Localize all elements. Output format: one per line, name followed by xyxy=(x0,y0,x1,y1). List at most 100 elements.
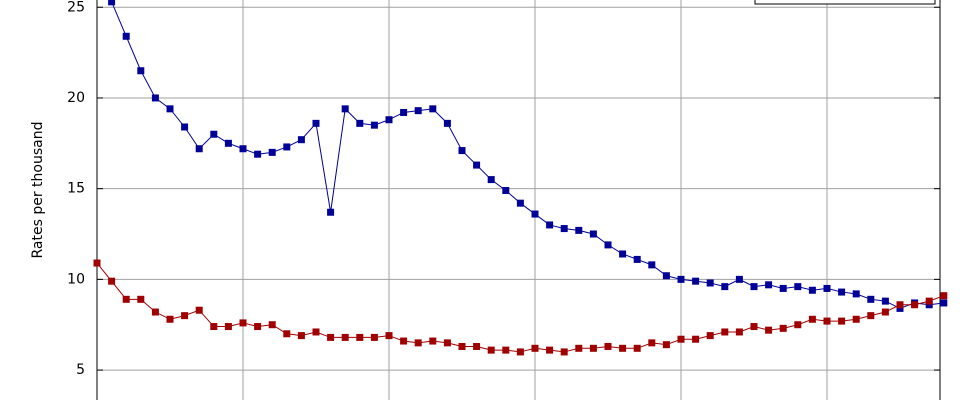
point xyxy=(195,145,203,153)
point xyxy=(297,332,305,340)
y-tick-label: 5 xyxy=(76,362,85,378)
series-line xyxy=(110,0,944,309)
point xyxy=(385,332,393,340)
point xyxy=(633,344,641,352)
point xyxy=(429,337,437,345)
point xyxy=(341,333,349,341)
point xyxy=(516,348,524,356)
point xyxy=(429,105,437,113)
point xyxy=(327,208,335,216)
point xyxy=(750,283,758,291)
point xyxy=(662,341,670,349)
point xyxy=(166,315,174,323)
point xyxy=(239,145,247,153)
point xyxy=(794,283,802,291)
point xyxy=(531,210,539,218)
point xyxy=(473,342,481,350)
point xyxy=(706,332,714,340)
point xyxy=(210,130,218,138)
point xyxy=(881,297,889,305)
point xyxy=(867,295,875,303)
point xyxy=(808,315,816,323)
point xyxy=(487,176,495,184)
point xyxy=(779,284,787,292)
point xyxy=(589,230,597,238)
point xyxy=(122,32,130,40)
point xyxy=(896,301,904,309)
point xyxy=(779,324,787,332)
point xyxy=(575,344,583,352)
point xyxy=(283,330,291,338)
point xyxy=(400,337,408,345)
plot-frame xyxy=(96,0,941,400)
point xyxy=(706,279,714,287)
point xyxy=(268,321,276,329)
point xyxy=(925,301,933,309)
grid xyxy=(96,0,940,400)
point xyxy=(867,312,875,320)
point xyxy=(312,328,320,336)
point xyxy=(546,221,554,229)
point xyxy=(735,328,743,336)
point xyxy=(224,139,232,147)
point xyxy=(516,199,524,207)
point xyxy=(181,123,189,131)
point xyxy=(765,326,773,334)
point xyxy=(458,147,466,155)
point xyxy=(341,105,349,113)
point xyxy=(414,339,422,347)
point xyxy=(940,292,948,300)
point xyxy=(487,346,495,354)
y-tick-label: 15 xyxy=(67,181,85,197)
point xyxy=(911,301,919,309)
legend-box xyxy=(754,0,936,5)
point xyxy=(721,283,729,291)
point xyxy=(765,281,773,289)
point xyxy=(297,136,305,144)
point xyxy=(692,335,700,343)
point xyxy=(823,317,831,325)
point xyxy=(268,148,276,156)
point xyxy=(312,119,320,127)
point xyxy=(385,116,393,124)
point xyxy=(560,348,568,356)
point xyxy=(619,250,627,258)
point xyxy=(546,346,554,354)
point xyxy=(823,284,831,292)
point xyxy=(473,161,481,169)
point xyxy=(531,344,539,352)
point xyxy=(166,105,174,113)
point xyxy=(108,277,116,285)
point xyxy=(852,315,860,323)
point xyxy=(151,94,159,102)
point xyxy=(619,344,627,352)
point xyxy=(458,342,466,350)
point xyxy=(575,226,583,234)
point xyxy=(370,333,378,341)
point xyxy=(838,317,846,325)
point xyxy=(852,290,860,298)
point xyxy=(414,107,422,115)
point xyxy=(181,312,189,320)
point xyxy=(648,339,656,347)
y-tick-label: 20 xyxy=(67,90,85,106)
point xyxy=(254,150,262,158)
point xyxy=(151,308,159,316)
point xyxy=(838,288,846,296)
point xyxy=(633,255,641,263)
point xyxy=(502,346,510,354)
point xyxy=(677,335,685,343)
point xyxy=(881,308,889,316)
point xyxy=(122,295,130,303)
y-axis-label: Rates per thousand xyxy=(30,122,46,259)
point xyxy=(604,241,612,249)
point xyxy=(93,259,101,267)
point xyxy=(195,306,203,314)
point xyxy=(692,277,700,285)
point xyxy=(677,275,685,283)
point xyxy=(648,261,656,269)
point xyxy=(370,121,378,129)
point xyxy=(589,344,597,352)
point xyxy=(808,286,816,294)
